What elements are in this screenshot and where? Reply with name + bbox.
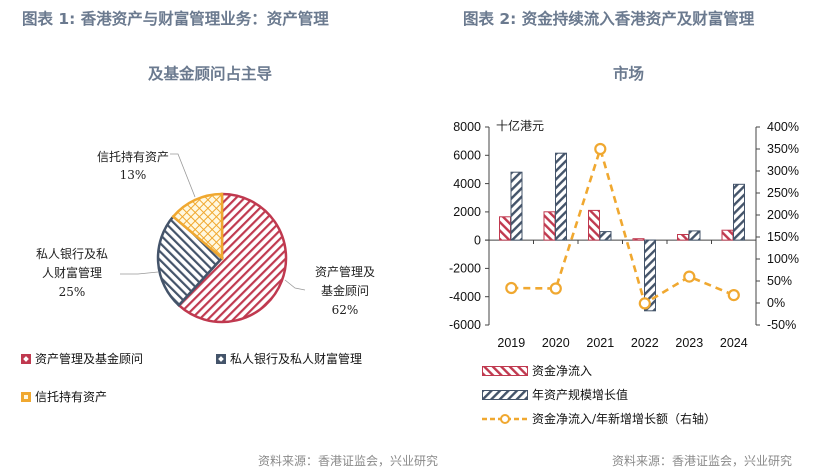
legend-label: 信托持有资产 [35,390,108,404]
legend-label: 私人银行及私人财富管理 [230,352,363,366]
left-tick: 0 [474,234,481,248]
right-tick: 200% [767,208,799,222]
figure2-subtitle: 市场 [612,65,644,83]
pie-slice-private-banking [156,214,224,307]
label-asset-name-1: 资产管理及 [315,264,375,279]
pie-chart: 信托持有资产 13% 私人银行及私 人财富管理 25% 资产管理及 基金顾问 6… [36,149,375,324]
legend-label: 年资产规模增长值 [532,388,629,402]
bar-line-chart: 8000 6000 4000 2000 0 -2000 -4000 -6000 … [449,118,799,350]
figure2-title: 图表 2: 资金持续流入香港资产及财富管理 [463,10,755,28]
category-label: 2024 [720,336,748,350]
left-tick: -6000 [449,318,481,332]
label-asset-pct: 62% [332,303,359,317]
figure2-source: 资料来源：香港证监会，兴业研究 [612,454,793,468]
right-tick: 300% [767,164,799,178]
legend-swatch-blue [216,353,226,364]
left-tick: 4000 [453,177,481,191]
legend-item-net-inflow: 资金净流入 [482,362,592,379]
label-private-name-1: 私人银行及私 [36,247,108,261]
legend-item-aum-growth: 年资产规模增长值 [482,386,628,403]
category-label: 2022 [631,336,659,350]
legend-item-asset-management: 资产管理及基金顾问 [21,350,143,367]
right-tick: 150% [767,230,799,244]
leader-line-private [120,271,159,275]
leader-line-trust [170,153,196,198]
figure1-subtitle: 及基金顾问占主导 [147,65,272,83]
legend-label: 资产管理及基金顾问 [35,352,144,366]
right-tick: 250% [767,186,799,200]
legend-swatch-red-hatch [482,365,528,376]
category-label: 2019 [497,336,525,350]
label-private-pct: 25% [59,285,86,299]
category-label: 2021 [586,336,614,350]
label-private-name-2: 人财富管理 [42,265,102,280]
right-tick: 50% [767,274,792,288]
right-tick: -50% [767,318,796,332]
legend-swatch-red [21,353,31,364]
legend-label: 资金净流入 [532,364,593,378]
category-label: 2020 [542,336,570,350]
legend-swatch-dashed-line [482,413,528,424]
right-tick: 400% [767,120,799,134]
legend-swatch-yellow [21,391,31,402]
pie-slice-asset-management [177,192,288,324]
legend-item-trust-assets: 信托持有资产 [21,388,107,405]
left-tick: 6000 [453,149,481,163]
pie-slice-trust-assets [171,192,224,261]
series-net-inflow [499,209,734,241]
left-tick: -2000 [449,262,481,276]
right-tick: 350% [767,142,799,156]
right-tick: 0% [767,296,785,310]
left-tick: -4000 [449,290,481,304]
series-ratio-line [505,142,740,310]
legend-swatch-blue-hatch [482,389,528,400]
legend-item-private-banking: 私人银行及私人财富管理 [216,350,362,367]
label-trust-name: 信托持有资产 [97,149,169,164]
figure1-source: 资料来源：香港证监会，兴业研究 [258,454,439,468]
series-aum-growth [510,152,745,312]
unit-label: 十亿港元 [496,118,544,133]
label-trust-pct: 13% [120,168,147,182]
category-label: 2023 [675,336,703,350]
left-tick: 8000 [453,120,481,134]
legend-label: 资金净流入/年新增增长额（右轴） [532,412,717,426]
right-tick: 100% [767,252,799,266]
left-tick: 2000 [453,205,481,219]
figure1-title: 图表 1: 香港资产与财富管理业务：资产管理 [22,10,329,28]
leader-line-asset [284,279,306,291]
label-asset-name-2: 基金顾问 [321,283,369,298]
legend-item-ratio: 资金净流入/年新增增长额（右轴） [482,410,716,427]
